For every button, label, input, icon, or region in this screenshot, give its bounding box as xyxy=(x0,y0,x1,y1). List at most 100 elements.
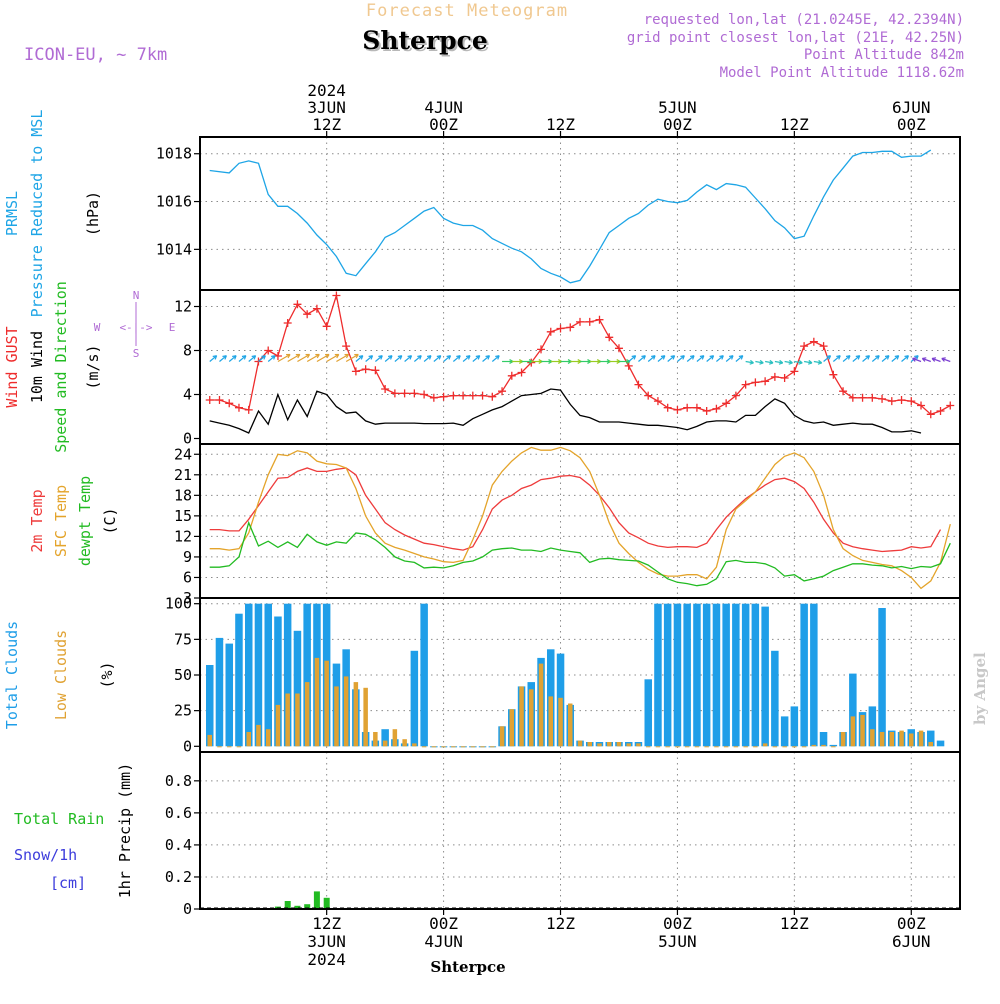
gust-point xyxy=(907,397,916,406)
top-time-label: 00Z xyxy=(663,115,692,134)
bar-total xyxy=(771,650,779,747)
wind-arrow-head xyxy=(212,355,218,360)
wind-arrow xyxy=(384,355,393,362)
bar-total xyxy=(410,650,419,747)
y-tick-label: 4 xyxy=(183,386,192,404)
bar-low xyxy=(743,746,748,748)
gust-point xyxy=(878,394,887,403)
location-title: Shterpce xyxy=(362,26,487,55)
bar-rain xyxy=(313,891,320,909)
gust-point xyxy=(790,367,799,376)
bar-total xyxy=(732,603,740,747)
bar-low xyxy=(577,740,583,747)
bar-low xyxy=(899,730,904,747)
axis-label-2: dewpt Temp xyxy=(76,476,94,566)
top-time-label: 4JUN xyxy=(424,98,463,117)
bar-low xyxy=(538,663,544,747)
bar-low xyxy=(236,746,242,748)
gust-point xyxy=(848,393,857,402)
bar-low xyxy=(548,696,553,747)
compass-east: E xyxy=(169,321,176,334)
bottom-time-label: 12Z xyxy=(312,914,341,933)
y-tick-label: 6 xyxy=(183,568,192,586)
bar-total xyxy=(644,679,652,747)
panel-1: 0 4 8 12 Wind GUST 10m Wind Speed and Directio… xyxy=(3,281,961,453)
y-tick-label: 18 xyxy=(174,486,192,504)
bar-total xyxy=(683,603,691,747)
bar-low xyxy=(587,742,592,747)
bar-low xyxy=(909,733,914,747)
wind-arrow-head xyxy=(315,353,320,359)
bottom-time-label: 12Z xyxy=(546,914,575,933)
bar-low xyxy=(694,746,700,748)
wind-arrow xyxy=(228,355,237,362)
bar-total xyxy=(878,608,886,747)
bar-low xyxy=(607,742,612,747)
wind-arrow xyxy=(297,353,310,363)
bar-total xyxy=(206,665,214,747)
wind-arrow xyxy=(638,355,646,362)
bar-total xyxy=(215,637,224,747)
bar-low xyxy=(879,732,885,747)
wind-arrow-head xyxy=(641,355,646,360)
wind-arrow-head xyxy=(465,355,471,360)
wind-arrow xyxy=(258,355,266,362)
bar-total xyxy=(420,603,428,747)
bar-total xyxy=(693,603,701,747)
bar-low xyxy=(324,660,329,747)
axis-label-0: Wind GUST xyxy=(3,326,21,407)
compass-south: S xyxy=(133,347,140,360)
wind-arrow-head xyxy=(325,353,330,359)
wind-arrow xyxy=(452,355,461,362)
wind-arrow xyxy=(647,355,656,362)
bar-low xyxy=(850,716,856,747)
wind-arrow xyxy=(433,355,442,362)
gust-point xyxy=(663,403,672,412)
top-time-label: 6JUN xyxy=(892,98,931,117)
bar-low xyxy=(217,746,222,748)
axis-label-2: Speed and Direction xyxy=(52,281,70,453)
wind-arrow-head xyxy=(759,359,764,365)
gust-point xyxy=(722,399,731,408)
bar-low xyxy=(723,746,729,748)
y-tick-label: 75 xyxy=(174,630,192,648)
gust-point xyxy=(566,323,575,332)
wind-arrow xyxy=(306,353,320,363)
wind-arrow-head xyxy=(261,355,266,360)
bar-low xyxy=(811,744,817,747)
bar-total xyxy=(722,603,730,747)
wind-arrow-head xyxy=(914,355,919,360)
bar-total xyxy=(751,603,760,747)
wind-arrow-head xyxy=(631,355,637,360)
wind-arrow-head xyxy=(651,355,656,360)
series-line-0 xyxy=(209,149,932,284)
bar-low xyxy=(519,686,524,747)
gust-point xyxy=(673,405,682,414)
gust-point xyxy=(858,393,867,402)
wind-arrow-head xyxy=(904,355,909,360)
grid-point-coords: grid point closest lon,lat (21E, 42.25N) xyxy=(627,30,964,46)
y-tick-label: 0.2 xyxy=(165,868,192,886)
wind-arrow xyxy=(374,355,383,362)
wind-arrow xyxy=(871,355,880,362)
bar-low xyxy=(616,742,622,747)
wind-arrow-head xyxy=(397,355,403,360)
wind-arrow-head xyxy=(456,355,461,360)
top-time-label: 00Z xyxy=(897,115,926,134)
y-tick-label: 21 xyxy=(174,466,192,484)
bar-total xyxy=(810,603,818,747)
gust-point xyxy=(361,365,370,374)
wind-arrow-head xyxy=(344,353,350,359)
gust-point xyxy=(653,397,662,406)
gust-point xyxy=(303,310,312,319)
series-line-gust xyxy=(209,295,951,416)
axis-label-2: (hPa) xyxy=(84,191,102,236)
y-tick-label: 1014 xyxy=(156,240,192,258)
gust-point xyxy=(293,300,302,309)
bar-low xyxy=(441,746,446,748)
wind-arrow xyxy=(862,355,870,362)
wind-arrow-head xyxy=(941,357,946,362)
wind-arrow xyxy=(248,355,256,362)
bar-low xyxy=(480,746,485,748)
wind-arrow xyxy=(901,355,909,362)
